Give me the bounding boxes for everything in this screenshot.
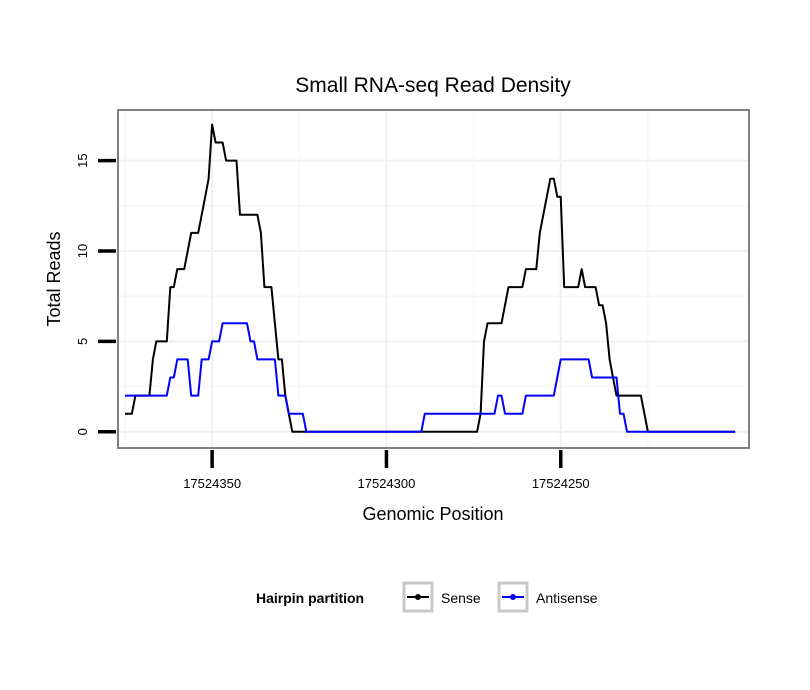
legend: Hairpin partition Sense Antisense (256, 581, 598, 613)
legend-item-sense: Sense (402, 581, 481, 613)
legend-item-antisense: Antisense (497, 581, 598, 613)
x-tick-label: 17524350 (183, 476, 241, 491)
series-layer (125, 123, 736, 433)
y-axis-title: Total Reads (44, 231, 64, 326)
legend-title: Hairpin partition (256, 590, 364, 606)
series-line-sense (125, 123, 736, 433)
y-tick-label: 0 (75, 428, 90, 435)
legend-label-sense: Sense (441, 590, 481, 606)
y-tick-label: 10 (75, 244, 90, 258)
y-tick-label: 5 (75, 338, 90, 345)
grid-lines (118, 110, 749, 448)
y-tick-label: 15 (75, 153, 90, 167)
x-tick-label: 17524250 (532, 476, 590, 491)
x-axis: 17524350 17524300 17524250 (183, 450, 590, 491)
plot-panel (118, 110, 749, 448)
x-axis-title: Genomic Position (362, 504, 503, 524)
legend-dot-antisense (510, 594, 516, 600)
x-tick-label: 17524300 (358, 476, 416, 491)
y-axis: 0 5 10 15 (75, 153, 116, 435)
chart-title: Small RNA-seq Read Density (295, 74, 571, 97)
plot-panel-border (117, 109, 750, 449)
legend-dot-sense (415, 594, 421, 600)
series-line-antisense (125, 322, 736, 433)
plot-panel-fill (118, 110, 749, 448)
legend-label-antisense: Antisense (536, 590, 598, 606)
